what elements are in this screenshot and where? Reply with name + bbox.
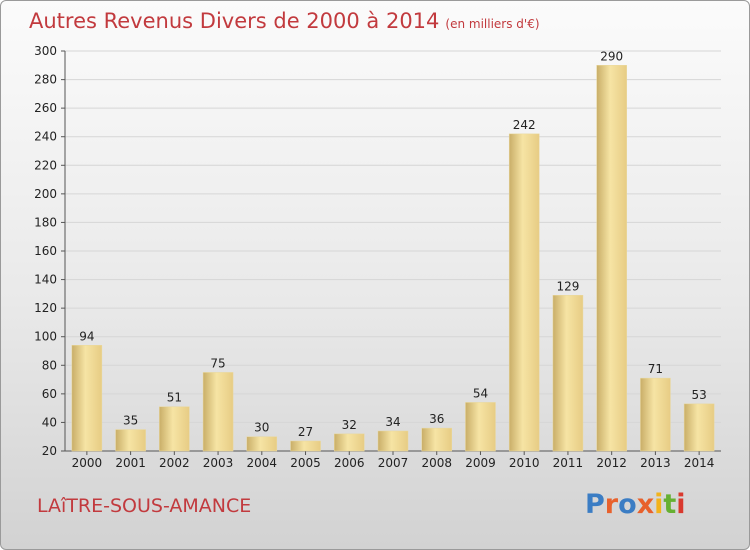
data-label: 290 <box>600 49 623 63</box>
y-tick-label: 40 <box>42 415 57 429</box>
bar <box>421 427 452 452</box>
y-tick-label: 180 <box>34 215 57 229</box>
bar <box>596 65 627 452</box>
x-tick-label: 2014 <box>684 456 715 470</box>
chart-title: Autres Revenus Divers de 2000 à 2014 (en … <box>29 9 540 33</box>
y-tick-label: 300 <box>34 44 57 58</box>
city-name: LAîTRE-SOUS-AMANCE <box>37 495 252 517</box>
x-tick-label: 2004 <box>247 456 278 470</box>
y-tick-label: 120 <box>34 301 57 315</box>
y-tick-label: 140 <box>34 273 57 287</box>
x-tick-label: 2009 <box>465 456 496 470</box>
y-tick-label: 260 <box>34 101 57 115</box>
x-tick-label: 2002 <box>159 456 190 470</box>
y-tick-label: 80 <box>42 358 57 372</box>
data-label: 242 <box>513 118 536 132</box>
x-tick-label: 2006 <box>334 456 365 470</box>
chart-subtitle: (en milliers d'€) <box>445 17 540 31</box>
data-label: 51 <box>167 391 182 405</box>
x-tick-label: 2007 <box>378 456 409 470</box>
y-tick-label: 100 <box>34 330 57 344</box>
data-label: 75 <box>210 356 225 370</box>
bar <box>640 377 671 452</box>
y-tick-label: 280 <box>34 73 57 87</box>
data-label: 27 <box>298 425 313 439</box>
y-tick-label: 220 <box>34 158 57 172</box>
bar <box>377 430 409 452</box>
bar <box>71 345 103 452</box>
x-tick-label: 2008 <box>421 456 452 470</box>
logo-letter: P <box>585 489 605 520</box>
x-tick-label: 2003 <box>203 456 234 470</box>
x-tick-label: 2012 <box>596 456 627 470</box>
data-label: 35 <box>123 414 138 428</box>
x-tick-label: 2001 <box>115 456 146 470</box>
bar <box>115 429 146 452</box>
bar <box>683 403 715 452</box>
y-tick-label: 240 <box>34 130 57 144</box>
logo-letter: x <box>636 489 655 520</box>
data-label: 30 <box>254 421 269 435</box>
y-tick-label: 20 <box>42 444 57 458</box>
x-tick-label: 2005 <box>290 456 321 470</box>
logo-letter: i <box>654 489 664 520</box>
data-label: 129 <box>556 279 579 293</box>
data-label: 36 <box>429 412 444 426</box>
data-label: 94 <box>79 329 94 343</box>
logo-letter: i <box>676 489 686 520</box>
y-tick-label: 160 <box>34 244 57 258</box>
x-tick-label: 2011 <box>553 456 584 470</box>
bar <box>246 436 278 452</box>
data-label: 34 <box>385 415 400 429</box>
logo-letter: t <box>663 489 677 520</box>
proxiti-logo[interactable]: Proxiti <box>585 489 686 520</box>
bar-layer: 94 35 51 75 30 27 32 34 36 54 242 129 290 71 53 <box>71 49 715 452</box>
y-tick-label: 60 <box>42 387 57 401</box>
bar <box>552 295 584 452</box>
x-tick-label: 2013 <box>640 456 671 470</box>
data-label: 32 <box>342 418 357 432</box>
data-label: 54 <box>473 386 488 400</box>
y-tick-label: 200 <box>34 187 57 201</box>
bar <box>290 440 321 452</box>
logo-letter: o <box>618 489 637 520</box>
x-tick-label: 2010 <box>509 456 540 470</box>
bar <box>202 372 234 452</box>
bar <box>334 433 365 452</box>
bar <box>508 133 540 452</box>
chart-title-text: Autres Revenus Divers de 2000 à 2014 <box>29 9 440 33</box>
logo-letter: r <box>604 489 619 520</box>
data-label: 53 <box>691 388 706 402</box>
bar <box>465 402 496 452</box>
x-tick-label: 2000 <box>72 456 103 470</box>
bar <box>159 406 190 452</box>
data-label: 71 <box>648 362 663 376</box>
